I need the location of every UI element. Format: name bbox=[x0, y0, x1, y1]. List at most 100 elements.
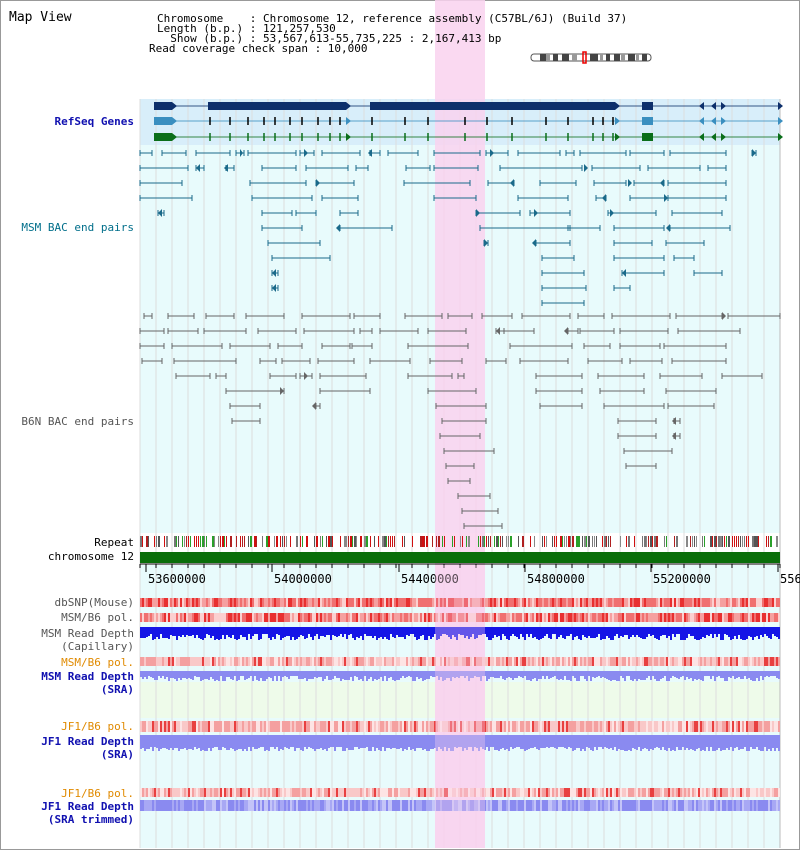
msm-bac-pair bbox=[593, 179, 632, 187]
dbsnp-track-cell bbox=[680, 598, 682, 607]
jf1-b6-pol-2-track-cell bbox=[566, 788, 568, 797]
repeat-element bbox=[460, 536, 461, 547]
msm-depth-capillary-track-bar bbox=[614, 627, 616, 636]
jf1-depth-trimmed-cell bbox=[434, 800, 436, 811]
track-label-msm-bac[interactable]: MSM BAC end pairs bbox=[21, 221, 134, 234]
msm-depth-sra-track-bar bbox=[322, 671, 324, 681]
msm-b6-pol-sra-track-cell bbox=[376, 657, 378, 666]
jf1-depth-trimmed-cell bbox=[584, 800, 586, 811]
msm-depth-capillary-track-bar bbox=[716, 627, 718, 637]
msm-b6-pol-sra-track-cell bbox=[334, 657, 336, 666]
jf1-depth-trimmed-cell bbox=[152, 800, 154, 811]
pair-arrow bbox=[368, 149, 372, 157]
jf1-b6-pol-track-cell bbox=[390, 721, 392, 732]
repeat-element bbox=[704, 536, 705, 547]
gene-arrow bbox=[699, 133, 704, 141]
msm-depth-capillary-track-bar bbox=[438, 627, 440, 639]
msm-b6-pol-sra-track-cell bbox=[580, 657, 582, 666]
gene-arrow bbox=[711, 133, 716, 141]
jf1-b6-pol-2-track-cell bbox=[426, 788, 428, 797]
msm-depth-sra-track-bar bbox=[640, 671, 642, 680]
jf1-b6-pol-track-cell bbox=[512, 721, 514, 732]
msm-depth-sra-track-bar bbox=[428, 671, 430, 679]
dbsnp-track-cell bbox=[622, 598, 624, 607]
msm-b6-pol-track-cell bbox=[726, 613, 728, 622]
msm-depth-sra-track-bar bbox=[504, 671, 506, 680]
dbsnp-track-cell bbox=[472, 598, 474, 607]
jf1-depth-trimmed-cell bbox=[268, 800, 270, 811]
repeat-track bbox=[140, 536, 778, 547]
jf1-b6-pol-2-track-cell bbox=[720, 788, 722, 797]
msm-b6-pol-sra-track-cell bbox=[422, 657, 424, 666]
jf1-b6-pol-2-track-cell bbox=[608, 788, 610, 797]
dbsnp-track-cell bbox=[338, 598, 340, 607]
jf1-depth-track-bar bbox=[772, 735, 774, 748]
jf1-b6-pol-2-track-cell bbox=[184, 788, 186, 797]
b6n-bac-pair bbox=[457, 373, 465, 379]
jf1-depth-trimmed-cell bbox=[262, 800, 264, 811]
msm-depth-sra-track-bar bbox=[440, 671, 442, 677]
msm-b6-pol-track-cell bbox=[398, 613, 400, 622]
jf1-b6-pol-2-track-cell bbox=[452, 788, 454, 797]
msm-b6-pol-sra-track-cell bbox=[678, 657, 680, 666]
msm-depth-capillary-track-bar bbox=[616, 627, 618, 634]
jf1-depth-track-bar bbox=[198, 735, 200, 748]
jf1-b6-pol-2-track-cell bbox=[576, 788, 578, 797]
track-label-b6n-bac[interactable]: B6N BAC end pairs bbox=[21, 415, 134, 428]
jf1-depth-track-bar bbox=[364, 735, 366, 748]
jf1-depth-track-bar bbox=[410, 735, 412, 750]
msm-depth-capillary-track-bar bbox=[612, 627, 614, 640]
jf1-b6-pol-track-cell bbox=[166, 721, 168, 732]
msm-depth-sra-track-bar bbox=[626, 671, 628, 676]
msm-b6-pol-track-cell bbox=[532, 613, 534, 622]
gene-arrow bbox=[346, 133, 351, 141]
jf1-b6-pol-track-cell bbox=[190, 721, 192, 732]
msm-depth-sra-track-bar bbox=[296, 671, 298, 676]
msm-depth-sra-track-bar bbox=[196, 671, 198, 677]
msm-b6-pol-track-cell bbox=[274, 613, 276, 622]
msm-b6-pol-sra-track-cell bbox=[728, 657, 730, 666]
msm-b6-pol-sra-track-cell bbox=[312, 657, 314, 666]
gene-row bbox=[154, 117, 783, 125]
jf1-depth-trimmed-cell bbox=[522, 800, 524, 811]
msm-b6-pol-sra-track-cell bbox=[354, 657, 356, 666]
pair-arrow bbox=[158, 209, 162, 217]
dbsnp-track-cell bbox=[294, 598, 296, 607]
repeat-element bbox=[262, 536, 263, 547]
jf1-depth-trimmed-cell bbox=[274, 800, 276, 811]
msm-depth-sra-track-bar bbox=[652, 671, 654, 676]
msm-b6-pol-track-cell bbox=[496, 613, 498, 622]
jf1-depth-track-bar bbox=[372, 735, 374, 747]
jf1-b6-pol-track-cell bbox=[712, 721, 714, 732]
msm-b6-pol-track-cell bbox=[456, 613, 458, 622]
jf1-b6-pol-track-cell bbox=[642, 721, 644, 732]
dbsnp-track-cell bbox=[160, 598, 162, 607]
msm-depth-capillary-track-bar bbox=[604, 627, 606, 639]
msm-b6-pol-track-cell bbox=[432, 613, 434, 622]
dbsnp-track-cell bbox=[408, 598, 410, 607]
msm-b6-pol-sra-track-cell bbox=[636, 657, 638, 666]
jf1-depth-trimmed-cell bbox=[326, 800, 328, 811]
msm-b6-pol-track-cell bbox=[280, 613, 282, 622]
jf1-depth-track-bar bbox=[334, 735, 336, 751]
dbsnp-track-cell bbox=[670, 598, 672, 607]
msm-b6-pol-sra-track-cell bbox=[660, 657, 662, 666]
jf1-b6-pol-track-cell bbox=[310, 721, 312, 732]
jf1-depth-trimmed-cell bbox=[324, 800, 326, 811]
msm-b6-pol-sra-track-cell bbox=[514, 657, 516, 666]
jf1-depth-trimmed-cell bbox=[312, 800, 314, 811]
jf1-b6-pol-2-track-cell bbox=[386, 788, 388, 797]
dbsnp-track-cell bbox=[380, 598, 382, 607]
msm-depth-sra-track-bar bbox=[218, 671, 220, 681]
msm-b6-pol-track-cell bbox=[478, 613, 480, 622]
jf1-depth-track-bar bbox=[756, 735, 758, 747]
jf1-b6-pol-track-cell bbox=[348, 721, 350, 732]
ideogram-band bbox=[590, 54, 598, 61]
jf1-b6-pol-track-cell bbox=[288, 721, 290, 732]
track-label-refseq[interactable]: RefSeq Genes bbox=[54, 115, 134, 128]
jf1-depth-trimmed-cell bbox=[264, 800, 266, 811]
jf1-b6-pol-track-cell bbox=[422, 721, 424, 732]
jf1-b6-pol-2-track-cell bbox=[436, 788, 438, 797]
msm-b6-pol-track-cell bbox=[448, 613, 450, 622]
repeat-element bbox=[488, 536, 489, 547]
